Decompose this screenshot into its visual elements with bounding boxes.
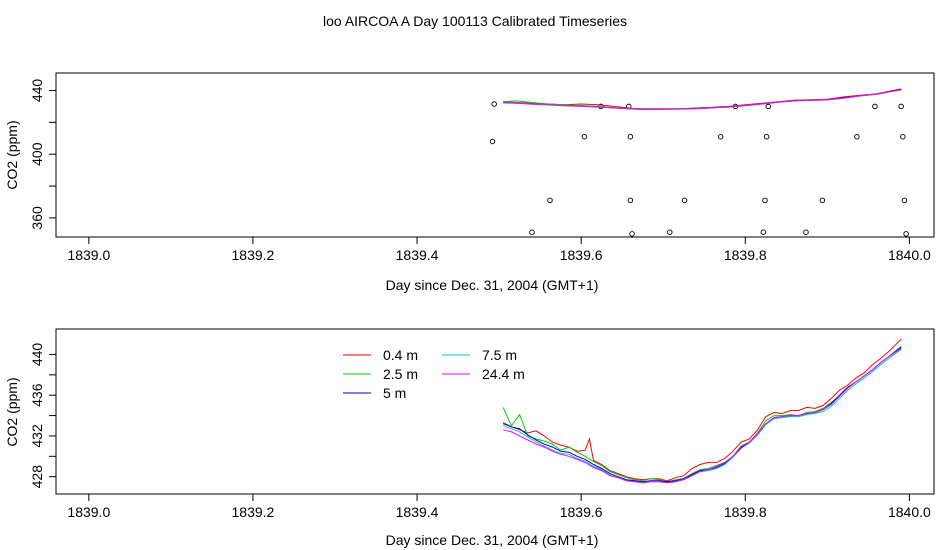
top-series-line-4: [503, 89, 902, 111]
bottom-x-tick-label: 1839.8: [724, 504, 767, 520]
bottom-panel: 1839.0 1839.2 1839.4 1839.6 1839.8 1840.0 428 4…: [4, 328, 935, 548]
bottom-x-tick-label: 1839.2: [232, 504, 275, 520]
legend-label: 7.5 m: [482, 347, 517, 363]
scatter-point: [581, 133, 588, 140]
top-scatter-points: [489, 101, 909, 237]
bottom-y-tick-label: 440: [29, 343, 45, 367]
scatter-point: [627, 197, 634, 204]
scatter-point: [681, 197, 688, 204]
top-y-tick-label: 360: [29, 206, 45, 230]
scatter-point: [872, 103, 878, 110]
legend-label: 5 m: [383, 385, 406, 401]
top-y-tick-label: 400: [29, 142, 45, 166]
scatter-point: [765, 103, 771, 110]
bottom-series-line-3: [503, 348, 902, 484]
scatter-point: [901, 197, 908, 204]
legend-label: 2.5 m: [383, 366, 418, 382]
scatter-point: [491, 101, 497, 107]
figure-title: loo AIRCOA A Day 100113 Calibrated Times…: [323, 13, 627, 29]
scatter-point: [903, 231, 909, 237]
scatter-point: [819, 197, 826, 204]
scatter-point: [627, 133, 634, 140]
bottom-axis-ticks: 1839.0 1839.2 1839.4 1839.6 1839.8 1840.0 428 4…: [29, 343, 931, 520]
scatter-point: [629, 231, 635, 237]
top-x-axis-label: Day since Dec. 31, 2004 (GMT+1): [386, 277, 599, 293]
scatter-point: [547, 197, 553, 204]
scatter-point: [854, 133, 860, 140]
scatter-point: [898, 103, 904, 110]
scatter-point: [717, 133, 724, 140]
top-x-tick-label: 1839.2: [232, 247, 275, 263]
scatter-point: [529, 229, 535, 235]
bottom-plot-frame: [55, 328, 935, 495]
bottom-y-tick-label: 428: [29, 465, 45, 489]
top-plot-frame: [55, 72, 935, 238]
bottom-series-line-2: [503, 346, 902, 483]
top-series-line-3: [503, 89, 902, 110]
legend-label: 0.4 m: [383, 347, 418, 363]
scatter-point: [489, 138, 496, 145]
bottom-x-tick-label: 1839.4: [396, 504, 439, 520]
scatter-point: [762, 197, 768, 204]
bottom-x-tick-label: 1839.6: [560, 504, 603, 520]
top-series-line-2: [503, 88, 902, 110]
top-x-tick-label: 1839.0: [67, 247, 110, 263]
bottom-x-tick-label: 1840.0: [888, 504, 931, 520]
scatter-point: [763, 133, 770, 140]
legend: 0.4 m 2.5 m 5 m 7.5 m 24.4 m: [343, 347, 525, 401]
scatter-point: [667, 229, 673, 235]
top-y-tick-label: 440: [29, 79, 45, 103]
top-series-lines: [503, 88, 902, 111]
top-x-tick-label: 1839.4: [396, 247, 439, 263]
top-panel: 1839.0 1839.2 1839.4 1839.6 1839.8 1840.0 360 4…: [4, 72, 935, 293]
legend-label: 24.4 m: [482, 366, 525, 382]
bottom-x-axis-label: Day since Dec. 31, 2004 (GMT+1): [386, 532, 599, 548]
bottom-y-tick-label: 436: [29, 383, 45, 407]
top-axis-ticks: 1839.0 1839.2 1839.4 1839.6 1839.8 1840.0 360 4…: [29, 79, 931, 263]
scatter-point: [900, 133, 906, 140]
top-x-tick-label: 1839.6: [560, 247, 603, 263]
top-x-tick-label: 1840.0: [888, 247, 931, 263]
top-x-tick-label: 1839.8: [724, 247, 767, 263]
bottom-y-tick-label: 432: [29, 424, 45, 448]
bottom-x-tick-label: 1839.0: [67, 504, 110, 520]
bottom-series-line-4: [503, 347, 902, 484]
top-y-axis-label: CO2 (ppm): [4, 120, 20, 189]
bottom-y-axis-label: CO2 (ppm): [4, 377, 20, 446]
bottom-series-lines: [502, 338, 902, 484]
scatter-point: [760, 229, 767, 235]
scatter-point: [803, 229, 809, 235]
bottom-series-line-0: [502, 338, 902, 482]
bottom-series-line-1: [502, 345, 902, 483]
